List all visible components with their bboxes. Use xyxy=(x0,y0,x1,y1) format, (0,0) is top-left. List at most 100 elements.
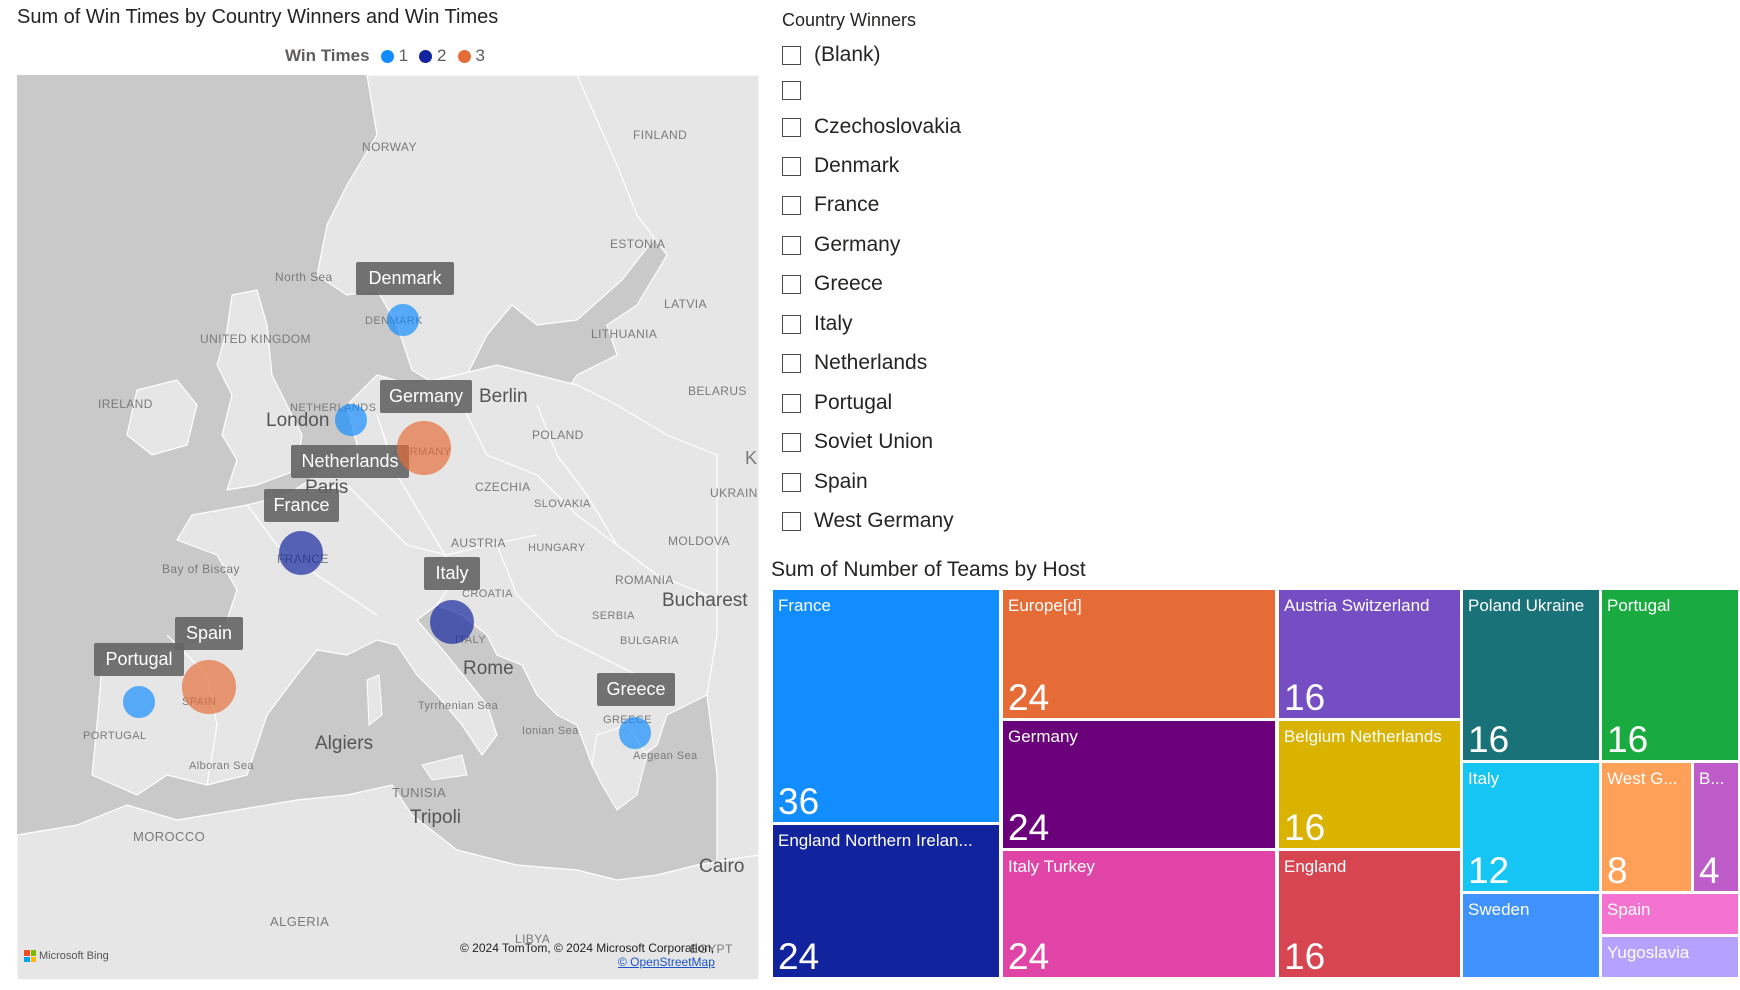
treemap-tile[interactable]: England Northern Irelan... 24 xyxy=(772,824,1000,978)
treemap-tile[interactable]: England 16 xyxy=(1278,850,1461,978)
map-bubble-germany[interactable] xyxy=(397,421,451,475)
treemap-tile-label: Portugal xyxy=(1607,596,1671,615)
map-canvas[interactable] xyxy=(17,75,759,980)
treemap-tile[interactable]: Italy Turkey 24 xyxy=(1002,850,1276,978)
treemap-tile-value: 16 xyxy=(1284,807,1326,848)
treemap-tile[interactable]: West G... 8 xyxy=(1601,762,1692,892)
slicer-item[interactable] xyxy=(782,75,814,105)
treemap-tile[interactable]: B... 4 xyxy=(1693,762,1739,892)
bubble-tooltip-greece: Greece xyxy=(597,673,675,706)
legend-label-3: 3 xyxy=(475,46,485,65)
treemap-tile-label: France xyxy=(778,596,831,615)
bubble-tooltip-netherlands: Netherlands xyxy=(291,445,409,478)
city-label: Tripoli xyxy=(410,807,462,828)
checkbox-icon[interactable] xyxy=(782,195,801,215)
checkbox-icon[interactable] xyxy=(782,235,801,255)
map-bubble-netherlands[interactable] xyxy=(335,404,367,436)
map-legend: Win Times 1 2 3 xyxy=(285,46,491,66)
treemap-tile[interactable]: Spain xyxy=(1601,893,1739,935)
map-svg[interactable] xyxy=(17,75,759,980)
slicer-item[interactable]: Italy xyxy=(782,309,853,339)
checkbox-icon[interactable] xyxy=(782,314,801,334)
map-region-label: SERBIA xyxy=(592,610,635,622)
openstreetmap-link[interactable]: © OpenStreetMap xyxy=(618,955,715,969)
treemap-tile[interactable]: Poland Ukraine 16 xyxy=(1462,589,1600,761)
map-region-label: ALGERIA xyxy=(270,914,330,929)
map-region-label: Aegean Sea xyxy=(633,750,698,762)
map-bubble-greece[interactable] xyxy=(619,717,651,749)
slicer-item-label: Italy xyxy=(814,312,853,335)
checkbox-icon[interactable] xyxy=(782,45,801,65)
slicer-item[interactable]: West Germany xyxy=(782,506,954,536)
bubble-tooltip-portugal: Portugal xyxy=(94,643,184,676)
treemap-tile[interactable]: France 36 xyxy=(772,589,1000,823)
slicer-item[interactable]: Spain xyxy=(782,467,868,497)
treemap-tile-value: 24 xyxy=(1008,807,1050,848)
legend-title: Win Times xyxy=(285,46,370,65)
checkbox-icon[interactable] xyxy=(782,511,801,531)
map-region-label: ESTONIA xyxy=(610,237,666,251)
slicer-item[interactable]: Germany xyxy=(782,230,900,260)
map-bubble-italy[interactable] xyxy=(430,600,474,644)
checkbox-icon[interactable] xyxy=(782,432,801,452)
map-region-label: Ionian Sea xyxy=(522,725,579,737)
legend-dot-1 xyxy=(380,49,394,63)
checkbox-icon[interactable] xyxy=(782,472,801,492)
treemap-tile-value: 16 xyxy=(1284,936,1326,977)
checkbox-icon[interactable] xyxy=(782,353,801,373)
slicer-item[interactable]: Portugal xyxy=(782,388,892,418)
map-bubble-denmark[interactable] xyxy=(387,304,419,336)
bubble-tooltip-france: France xyxy=(264,489,339,522)
treemap-tile-label: Italy xyxy=(1468,769,1500,788)
map-region-label: CROATIA xyxy=(462,588,513,600)
treemap-tile-value: 4 xyxy=(1699,850,1720,891)
treemap-tile[interactable]: Belgium Netherlands 16 xyxy=(1278,720,1461,849)
slicer-item[interactable]: Greece xyxy=(782,269,883,299)
treemap-tile-label: Spain xyxy=(1607,900,1651,919)
map-bubble-france[interactable] xyxy=(279,531,323,575)
treemap-tile[interactable]: Germany 24 xyxy=(1002,720,1276,849)
treemap-tile-label: Poland Ukraine xyxy=(1468,596,1585,615)
map-region-label: TUNISIA xyxy=(392,785,447,800)
treemap-tile-label: England Northern Irelan... xyxy=(778,831,973,850)
map-region-label: FINLAND xyxy=(633,128,688,142)
treemap-tile-label: Yugoslavia xyxy=(1607,943,1690,962)
slicer-item[interactable]: (Blank) xyxy=(782,40,881,70)
map-region-label: Alboran Sea xyxy=(189,760,254,772)
slicer-item-label: (Blank) xyxy=(814,43,881,66)
treemap-tile[interactable]: Portugal 16 xyxy=(1601,589,1739,761)
bubble-tooltip-germany: Germany xyxy=(380,380,472,413)
slicer-item[interactable]: Soviet Union xyxy=(782,427,933,457)
map-region-label: ROMANIA xyxy=(615,573,674,587)
checkbox-icon[interactable] xyxy=(782,393,801,413)
treemap-tile[interactable]: Yugoslavia xyxy=(1601,936,1739,978)
map-region-label: UNITED KINGDOM xyxy=(200,332,311,346)
checkbox-icon[interactable] xyxy=(782,156,801,176)
checkbox-icon[interactable] xyxy=(782,274,801,294)
slicer-item[interactable]: Denmark xyxy=(782,151,899,181)
treemap-tile[interactable]: Sweden xyxy=(1462,893,1600,978)
map-region-label: EGYPT xyxy=(690,942,733,956)
map-region-label: BELARUS xyxy=(688,384,747,398)
treemap-tile[interactable]: Italy 12 xyxy=(1462,762,1600,892)
slicer-item[interactable]: Netherlands xyxy=(782,348,927,378)
treemap-tile[interactable]: Austria Switzerland 16 xyxy=(1278,589,1461,719)
city-label: Cairo xyxy=(699,856,745,877)
map-region-label: NORWAY xyxy=(362,140,417,154)
map-region-label: LITHUANIA xyxy=(591,327,658,341)
city-label: Bucharest xyxy=(662,590,748,611)
treemap-tile[interactable]: Europe[d] 24 xyxy=(1002,589,1276,719)
land-north-africa xyxy=(17,784,759,980)
map-bubble-portugal[interactable] xyxy=(123,686,155,718)
checkbox-icon[interactable] xyxy=(782,117,801,137)
slicer-item-label: Netherlands xyxy=(814,351,928,374)
checkbox-icon[interactable] xyxy=(782,80,801,100)
treemap-tile-value: 8 xyxy=(1607,850,1628,891)
map-region-label: BULGARIA xyxy=(620,635,679,647)
treemap-tile-value: 16 xyxy=(1468,719,1510,760)
slicer-item[interactable]: Czechoslovakia xyxy=(782,112,961,142)
map-bubble-spain[interactable] xyxy=(182,660,236,714)
slicer-item[interactable]: France xyxy=(782,190,879,220)
treemap-tile-label: Europe[d] xyxy=(1008,596,1082,615)
treemap-tile-label: Italy Turkey xyxy=(1008,857,1095,876)
